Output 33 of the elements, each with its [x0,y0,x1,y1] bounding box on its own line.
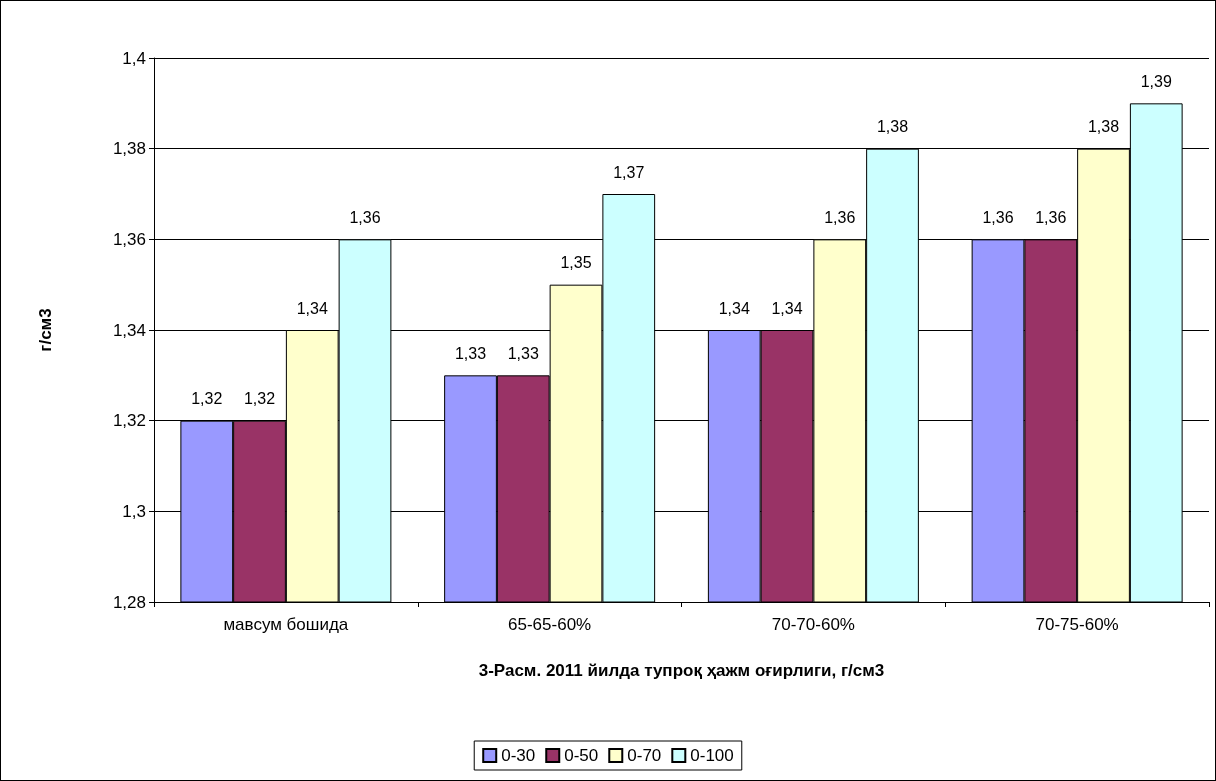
x-tick-label: 65-65-60% [508,615,592,634]
y-tick-label: 1,32 [112,411,146,431]
data-label: 1,33 [507,344,539,362]
legend-label: 0-100 [690,746,734,765]
legend-label: 0-30 [501,746,536,765]
x-tick-label: мавсум бошида [223,615,349,634]
x-tick-label: 70-75-60% [1035,615,1119,634]
data-label: 1,36 [1035,208,1067,226]
x-axis-title: 3-Расм. 2011 йилда тупроқ ҳажм оғирлиги, г/см3 [478,661,885,680]
data-label: 1,34 [296,299,328,317]
data-label: 1,35 [560,254,592,272]
data-label: 1,39 [1140,72,1172,90]
legend-label: 0-50 [564,746,599,765]
y-tick-label: 1,3 [122,501,146,521]
data-label: 1,32 [243,390,276,408]
data-label: 1,36 [982,208,1014,226]
data-label: 1,36 [349,208,381,226]
data-label: 1,34 [718,299,750,317]
y-tick-label: 1,36 [112,229,146,249]
x-tick-label: 70-70-60% [771,615,855,634]
data-label: 1,33 [454,344,487,362]
y-tick-label: 1,4 [122,48,146,68]
data-label: 1,38 [876,118,909,136]
y-axis-title: г/см3 [36,308,55,352]
data-label: 1,36 [824,208,856,226]
data-label: 1,37 [613,163,645,181]
legend-label: 0-70 [627,746,662,765]
data-label: 1,38 [1087,118,1120,136]
y-tick-label: 1,34 [112,320,146,340]
y-tick-label: 1,38 [112,139,146,159]
data-label: 1,34 [771,299,803,317]
y-tick-label: 1,28 [112,592,146,612]
data-label: 1,32 [191,390,223,408]
